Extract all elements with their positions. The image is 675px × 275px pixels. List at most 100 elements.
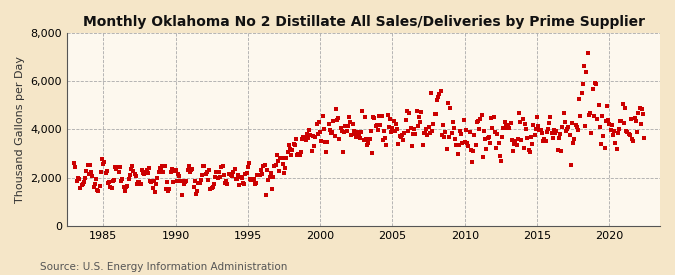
Point	[293, 152, 304, 156]
Point	[232, 177, 242, 181]
Point	[244, 160, 254, 165]
Title: Monthly Oklahoma No 2 Distillate All Sales/Deliveries by Prime Supplier: Monthly Oklahoma No 2 Distillate All Sal…	[82, 15, 645, 29]
Point	[612, 146, 622, 151]
Point	[450, 137, 460, 142]
Point	[380, 136, 391, 141]
Point	[604, 122, 615, 126]
Point	[364, 137, 375, 141]
Point	[431, 98, 442, 103]
Point	[342, 123, 353, 128]
Point	[357, 109, 368, 114]
Point	[181, 179, 192, 183]
Point	[638, 111, 649, 116]
Point	[624, 133, 635, 137]
Point	[479, 128, 489, 133]
Point	[589, 114, 599, 118]
Point	[84, 163, 95, 167]
Point	[95, 184, 105, 188]
Point	[417, 143, 428, 147]
Point	[74, 177, 84, 181]
Point	[429, 112, 440, 116]
Point	[150, 189, 161, 194]
Point	[409, 127, 420, 131]
Point	[537, 131, 547, 135]
Point	[506, 138, 517, 142]
Point	[557, 125, 568, 129]
Point	[311, 122, 322, 127]
Point	[440, 130, 451, 134]
Point	[187, 167, 198, 172]
Point	[146, 180, 157, 185]
Point	[133, 179, 144, 184]
Point	[375, 122, 386, 127]
Point	[543, 127, 554, 131]
Point	[622, 130, 633, 134]
Point	[152, 176, 163, 180]
Point	[123, 177, 134, 181]
Point	[205, 186, 216, 191]
Point	[245, 177, 256, 181]
Point	[441, 147, 452, 151]
Point	[338, 149, 348, 154]
Point	[470, 143, 481, 147]
Point	[633, 111, 644, 115]
Point	[411, 109, 422, 114]
Point	[471, 120, 482, 124]
Point	[122, 183, 133, 188]
Point	[217, 164, 228, 168]
Point	[329, 134, 340, 138]
Point	[403, 129, 414, 134]
Point	[334, 137, 345, 141]
Point	[216, 165, 227, 170]
Point	[273, 159, 284, 163]
Point	[193, 180, 204, 185]
Point	[434, 92, 445, 96]
Point	[213, 176, 223, 180]
Point	[524, 149, 535, 154]
Point	[451, 143, 462, 147]
Point	[392, 127, 403, 132]
Point	[433, 95, 443, 99]
Point	[72, 175, 83, 180]
Point	[511, 142, 522, 147]
Point	[369, 116, 380, 120]
Point	[234, 183, 245, 187]
Point	[264, 175, 275, 179]
Point	[300, 138, 311, 142]
Point	[514, 111, 524, 116]
Point	[165, 170, 176, 175]
Point	[98, 162, 109, 166]
Point	[175, 179, 186, 183]
Point	[124, 173, 135, 177]
Point	[572, 128, 583, 132]
Point	[539, 136, 549, 141]
Point	[138, 171, 148, 175]
Point	[228, 170, 239, 175]
Point	[115, 165, 126, 170]
Point	[614, 126, 624, 131]
Point	[204, 168, 215, 172]
Point	[111, 167, 122, 172]
Point	[408, 131, 418, 136]
Point	[605, 128, 616, 133]
Point	[236, 176, 247, 180]
Point	[639, 136, 650, 140]
Point	[184, 169, 195, 174]
Point	[367, 151, 377, 155]
Point	[448, 119, 458, 124]
Point	[248, 177, 259, 182]
Point	[363, 141, 374, 145]
Point	[474, 126, 485, 131]
Point	[373, 128, 383, 132]
Point	[317, 114, 328, 118]
Point	[578, 82, 589, 86]
Point	[533, 124, 543, 128]
Point	[535, 128, 546, 132]
Point	[391, 121, 402, 126]
Point	[500, 124, 511, 128]
Point	[269, 163, 279, 168]
Point	[512, 136, 523, 141]
Point	[583, 113, 594, 117]
Point	[591, 82, 601, 86]
Point	[360, 137, 371, 141]
